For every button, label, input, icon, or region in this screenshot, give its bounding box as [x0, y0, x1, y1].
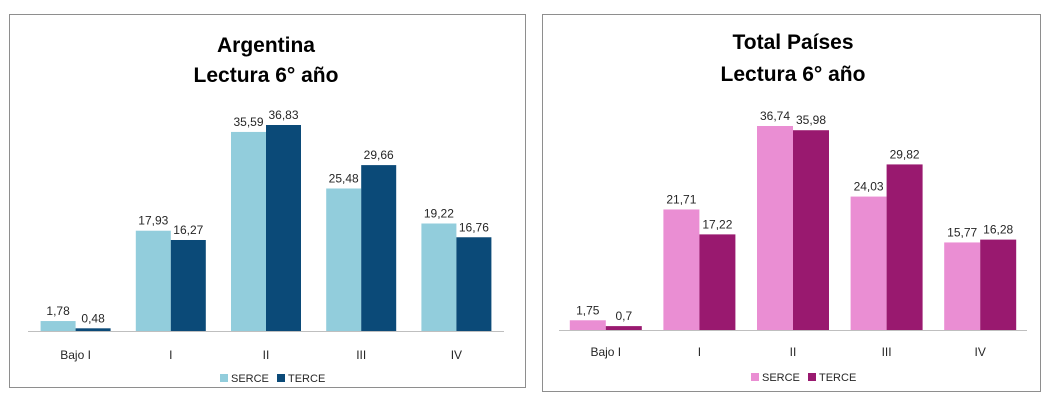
total-paises-legend-label-terce: TERCE [819, 372, 856, 384]
argentina-legend-label-serce: SERCE [231, 373, 269, 385]
total-paises-bar-terce [980, 239, 1017, 330]
argentina-bar-serce [231, 131, 266, 331]
argentina-data-label: 36,83 [268, 108, 298, 122]
argentina-legend-swatch-serce [220, 374, 228, 382]
argentina-bar-terce [266, 125, 301, 331]
argentina-legend-swatch-terce [277, 374, 285, 382]
argentina-data-label: 35,59 [233, 115, 263, 129]
argentina-bar-terce [170, 239, 206, 331]
total-paises-data-label: 21,71 [666, 192, 696, 206]
total-paises-category-label: IV [975, 345, 986, 359]
argentina-chart: Argentina Lectura 6° año 1,78 0,48 Bajo I 17,… [28, 34, 504, 385]
argentina-category-label: IV [451, 348, 462, 362]
total-paises-data-label: 16,28 [983, 223, 1013, 237]
total-paises-data-label: 36,74 [760, 109, 790, 123]
total-paises-bar-terce [793, 130, 829, 330]
total-paises-data-label: 29,82 [890, 147, 920, 161]
total-paises-data-label: 35,98 [796, 113, 826, 127]
argentina-chart-title: Argentina [217, 34, 315, 57]
argentina-data-label: 1,78 [46, 304, 70, 318]
argentina-bar-serce [40, 321, 76, 331]
total-paises-bar-terce [605, 326, 642, 330]
argentina-data-label: 25,48 [329, 171, 359, 185]
total-paises-bar-serce [850, 196, 887, 330]
total-paises-bar-serce [663, 209, 700, 330]
argentina-data-label: 0,48 [81, 311, 105, 325]
total-paises-category-label: III [882, 345, 892, 359]
argentina-bar-serce [135, 230, 171, 331]
argentina-bar-serce [421, 223, 457, 331]
total-paises-data-label: 1,75 [576, 303, 600, 317]
total-paises-bar-serce [569, 320, 606, 330]
total-paises-data-label: 0,7 [615, 309, 632, 323]
total-paises-bar-serce [944, 242, 981, 330]
total-paises-legend-label-serce: SERCE [762, 372, 800, 384]
argentina-legend-label-terce: TERCE [288, 373, 325, 385]
total-paises-data-label: 15,77 [947, 225, 977, 239]
argentina-category-label: III [356, 348, 366, 362]
total-paises-chart-panel: Total Países Lectura 6° año 1,75 0,7 Bajo I 2… [542, 14, 1041, 392]
total-paises-bar-terce [699, 234, 736, 330]
argentina-category-label: Bajo I [60, 348, 91, 362]
total-paises-category-label: I [698, 345, 701, 359]
argentina-data-label: 29,66 [364, 148, 394, 162]
argentina-category-label: I [169, 348, 172, 362]
total-paises-chart-subtitle: Lectura 6° año [721, 63, 866, 86]
total-paises-chart-title: Total Países [733, 31, 854, 54]
argentina-chart-subtitle: Lectura 6° año [194, 64, 339, 87]
argentina-data-label: 17,93 [138, 214, 168, 228]
total-paises-category-label: II [790, 345, 797, 359]
argentina-data-label: 19,22 [424, 206, 454, 220]
argentina-data-label: 16,27 [173, 223, 203, 237]
total-paises-chart: Total Países Lectura 6° año 1,75 0,7 Bajo I 2… [559, 31, 1027, 384]
total-paises-legend-swatch-serce [751, 373, 759, 381]
argentina-category-label: II [263, 348, 270, 362]
total-paises-data-label: 17,22 [702, 217, 732, 231]
total-paises-bar-terce [886, 164, 923, 330]
total-paises-bar-serce [757, 126, 793, 330]
argentina-data-label: 16,76 [459, 220, 489, 234]
argentina-bar-terce [75, 328, 111, 331]
argentina-chart-panel: Argentina Lectura 6° año 1,78 0,48 Bajo I 17,… [9, 14, 526, 388]
argentina-bar-terce [456, 237, 492, 331]
total-paises-category-label: Bajo I [590, 345, 621, 359]
total-paises-data-label: 24,03 [854, 180, 884, 194]
total-paises-legend-swatch-terce [808, 373, 816, 381]
argentina-bar-terce [361, 165, 397, 331]
argentina-bar-serce [326, 188, 362, 331]
